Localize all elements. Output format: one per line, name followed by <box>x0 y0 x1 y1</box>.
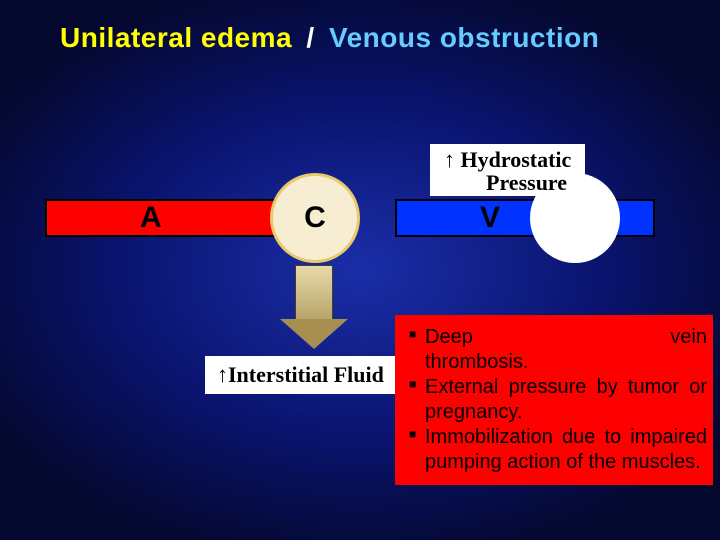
hydrostatic-box: ↑ Hydrostatic Pressure <box>430 144 585 196</box>
slide-title: Unilateral edema / Venous obstruction <box>60 22 599 54</box>
hydrostatic-line1: ↑ Hydrostatic <box>444 148 571 171</box>
hydrostatic-line2: Pressure <box>444 171 571 194</box>
causes-box: Deepvein thrombosis. External pressure b… <box>395 315 713 485</box>
artery-label: A <box>140 201 162 235</box>
title-part-a: Unilateral edema <box>60 22 292 53</box>
vein-label: V <box>480 201 500 235</box>
title-part-b: Venous obstruction <box>329 22 599 53</box>
slide: Unilateral edema / Venous obstruction A … <box>0 0 720 540</box>
causes-item-1: Deepvein thrombosis. <box>409 325 707 375</box>
causes-item-2: External pressure by tumor or pregnancy. <box>409 375 707 425</box>
interstitial-text: ↑Interstitial Fluid <box>217 362 384 387</box>
title-separator: / <box>306 22 314 53</box>
capillary-label: C <box>304 201 326 235</box>
interstitial-box: ↑Interstitial Fluid <box>205 356 396 394</box>
capillary-node: C <box>270 173 360 263</box>
causes-list: Deepvein thrombosis. External pressure b… <box>409 325 707 475</box>
arrow-down-icon <box>280 265 348 349</box>
artery-bar <box>45 199 305 237</box>
causes-item-3: Immobilization due to impaired pumping a… <box>409 425 707 475</box>
